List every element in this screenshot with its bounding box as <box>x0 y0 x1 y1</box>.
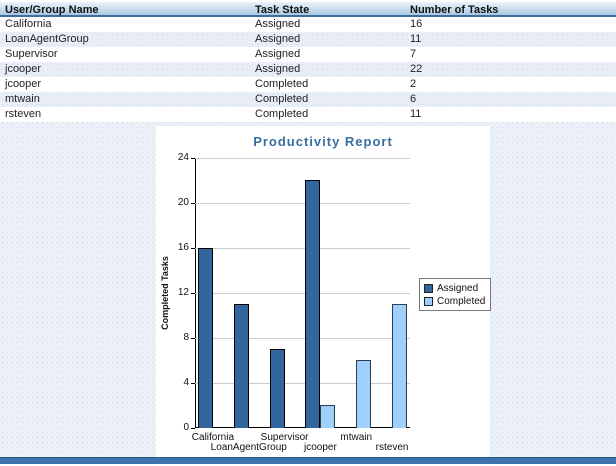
user-group-name-cell: rsteven <box>5 108 42 120</box>
chart-legend: Assigned Completed <box>419 278 492 311</box>
column-header-number-of-tasks: Number of Tasks <box>410 4 499 16</box>
y-tick-mark <box>191 247 195 249</box>
legend-item-assigned: Assigned <box>424 283 485 294</box>
number-of-tasks-cell: 7 <box>410 48 417 60</box>
gridline <box>195 202 410 204</box>
y-tick-mark <box>191 202 195 204</box>
number-of-tasks-cell: 11 <box>410 108 422 120</box>
y-tick-label: 24 <box>177 152 189 163</box>
y-tick-label: 16 <box>177 242 189 253</box>
x-category-label: LoanAgentGroup <box>210 442 287 453</box>
table-body: California Assigned 16 LoanAgentGroup Assign… <box>0 17 616 122</box>
bottom-divider-bar <box>0 457 616 464</box>
table-header-row: User/Group Name Task State Number of Tas… <box>0 2 616 17</box>
user-group-name-cell: California <box>5 18 52 30</box>
number-of-tasks-cell: 16 <box>410 18 423 30</box>
y-tick-label: 8 <box>183 332 189 343</box>
table-row[interactable]: jcooper Completed 2 <box>0 77 616 92</box>
x-category-label: rsteven <box>375 442 409 453</box>
completed-bar-jcooper[interactable] <box>320 405 336 428</box>
x-axis-line <box>195 427 410 428</box>
top-margin <box>0 0 616 2</box>
assigned-bar-Supervisor[interactable] <box>269 349 285 428</box>
assigned-bar-jcooper[interactable] <box>305 180 321 428</box>
y-tick-mark <box>191 337 195 339</box>
number-of-tasks-cell: 6 <box>410 93 417 105</box>
table-row[interactable]: Supervisor Assigned 7 <box>0 47 616 62</box>
completed-bar-mtwain[interactable] <box>356 360 372 428</box>
task-state-cell: Assigned <box>255 33 301 45</box>
number-of-tasks-cell: 2 <box>410 78 417 90</box>
task-state-cell: Completed <box>255 78 309 90</box>
gridline <box>195 247 410 249</box>
user-group-name-cell: jcooper <box>5 63 42 75</box>
x-category-label: jcooper <box>304 442 337 453</box>
gridline <box>195 292 410 294</box>
table-row[interactable]: mtwain Completed 6 <box>0 92 616 107</box>
legend-swatch-icon <box>424 284 433 293</box>
assigned-bar-LoanAgentGroup[interactable] <box>233 304 249 428</box>
legend-item-completed: Completed <box>424 296 485 307</box>
gridline <box>195 382 410 384</box>
user-group-name-cell: mtwain <box>5 93 40 105</box>
y-tick-mark <box>191 427 195 429</box>
task-state-cell: Assigned <box>255 63 301 75</box>
number-of-tasks-cell: 22 <box>410 63 423 75</box>
x-category-label: mtwain <box>340 432 373 443</box>
completed-bar-rsteven[interactable] <box>392 304 408 428</box>
table-row[interactable]: jcooper Assigned 22 <box>0 62 616 77</box>
user-group-name-cell: LoanAgentGroup <box>5 33 89 45</box>
number-of-tasks-cell: 11 <box>410 33 422 45</box>
gridline <box>195 157 410 159</box>
y-tick-mark <box>191 292 195 294</box>
x-category-label: Supervisor <box>260 432 309 443</box>
bottom-margin <box>0 464 616 466</box>
y-tick-label: 20 <box>177 197 189 208</box>
task-state-cell: Completed <box>255 108 309 120</box>
task-table: User/Group Name Task State Number of Tas… <box>0 2 616 122</box>
x-category-label: California <box>191 432 235 443</box>
table-row[interactable]: LoanAgentGroup Assigned 11 <box>0 32 616 47</box>
task-state-cell: Assigned <box>255 18 301 30</box>
task-state-cell: Completed <box>255 93 309 105</box>
table-row[interactable]: California Assigned 16 <box>0 17 616 32</box>
assigned-bar-California[interactable] <box>197 248 213 428</box>
y-tick-mark <box>191 382 195 384</box>
user-group-name-cell: jcooper <box>5 78 42 90</box>
user-group-name-cell: Supervisor <box>5 48 58 60</box>
legend-label: Assigned <box>437 283 479 294</box>
gridline <box>195 337 410 339</box>
y-tick-label: 0 <box>183 422 189 433</box>
y-tick-label: 4 <box>183 377 189 388</box>
column-header-task-state: Task State <box>255 4 310 16</box>
chart-title: Productivity Report <box>253 134 393 149</box>
task-state-cell: Assigned <box>255 48 301 60</box>
column-header-user-group-name: User/Group Name <box>5 4 99 16</box>
legend-label: Completed <box>437 296 486 307</box>
table-row[interactable]: rsteven Completed 11 <box>0 107 616 122</box>
y-tick-label: 12 <box>177 287 189 298</box>
legend-swatch-icon <box>424 297 433 306</box>
chart-plot-area <box>191 157 410 429</box>
y-tick-mark <box>191 157 195 159</box>
